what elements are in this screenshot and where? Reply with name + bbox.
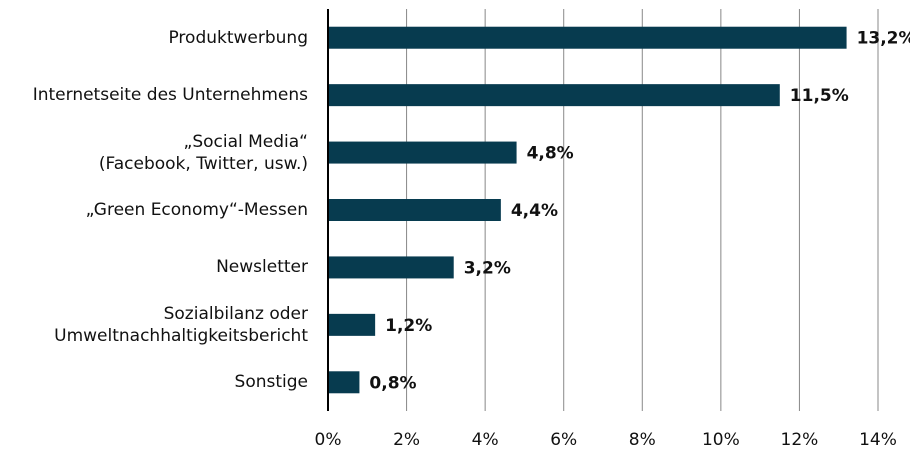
y-tick-label: „Green Economy“-Messen [85,200,308,220]
y-tick-label: „Social Media“ (Facebook, Twitter, usw.) [98,131,308,174]
bar [328,26,847,49]
x-tick-label: 10% [702,430,740,450]
bar [328,256,454,279]
x-tick-label: 14% [859,430,897,450]
bar [328,371,360,394]
y-tick-label: Sozialbilanz oder Umweltnachhaltigkeitsb… [54,303,308,346]
value-label: 13,2% [857,29,910,49]
y-tick-label: Produktwerbung [168,27,308,48]
x-tick-label: 2% [393,430,420,450]
value-label: 4,4% [511,201,558,221]
bar [328,141,517,164]
x-tick-label: 6% [550,430,577,450]
x-tick-label: 0% [315,430,342,450]
bar [328,313,376,336]
x-tick-label: 8% [629,430,656,450]
value-label: 4,8% [527,144,574,164]
x-tick-label: 4% [472,430,499,450]
value-label: 1,2% [385,316,432,336]
y-tick-label: Sonstige [234,372,308,393]
value-label: 11,5% [790,86,849,106]
y-tick-label: Newsletter [216,257,308,278]
x-tick-label: 12% [781,430,819,450]
value-label: 0,8% [369,373,416,393]
y-tick-label: Internetseite des Unternehmens [32,85,308,106]
bar [328,84,780,107]
bar [328,199,501,221]
value-label: 3,2% [464,258,511,278]
